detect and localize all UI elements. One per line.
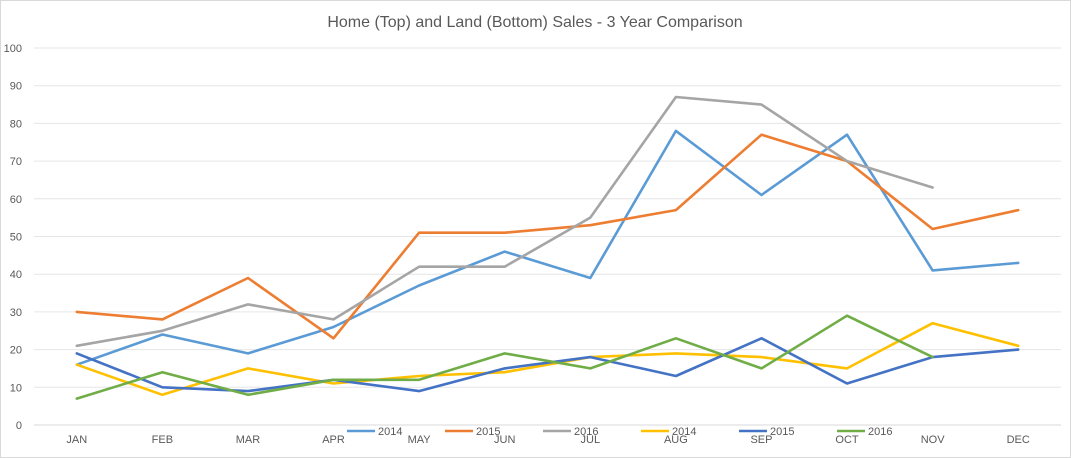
x-tick-label: MAR [236,434,261,446]
x-tick-label: AUG [664,434,688,446]
chart-title: Home (Top) and Land (Bottom) Sales - 3 Y… [327,14,742,31]
y-tick-label: 90 [10,81,22,93]
x-tick-label: JUN [494,434,515,446]
series-line-2 [75,95,934,348]
x-tick-label: JUL [581,434,601,446]
legend-label: 2016 [574,426,598,438]
y-tick-label: 20 [10,345,22,357]
series-line-0 [75,129,1020,366]
y-tick-label: 70 [10,156,22,168]
x-axis-ticks: JAN FEB MAR APR MAY JUN JUL AUG SEP OCT NOV DEC [66,434,1029,446]
y-axis-ticks: 0 10 20 30 40 50 60 70 80 90 100 [4,43,22,432]
y-tick-label: 40 [10,269,22,281]
y-tick-label: 10 [10,382,22,394]
series-line-5 [75,314,934,400]
gridlines [34,47,1061,426]
series-line-3 [75,321,1020,397]
legend-label: 2014 [378,426,402,438]
legend-label: 2016 [868,426,892,438]
y-tick-label: 100 [4,43,22,55]
y-tick-label: 50 [10,232,22,244]
y-tick-label: 30 [10,307,22,319]
legend-item: 2016 [543,426,598,438]
x-tick-label: JAN [66,434,87,446]
legend-label: 2015 [476,426,500,438]
legend-item: 2014 [641,426,696,438]
legend-item: 2016 [837,426,892,438]
y-tick-label: 0 [16,420,22,432]
y-tick-label: 80 [10,118,22,130]
legend-item: 2015 [445,426,500,438]
legend-item: 2014 [347,426,402,438]
series-line-1 [75,133,1020,340]
x-tick-label: FEB [152,434,173,446]
x-tick-label: APR [322,434,345,446]
x-tick-label: NOV [921,434,946,446]
legend: 2014 2015 2016 2014 2015 2016 [347,426,892,438]
y-tick-label: 60 [10,194,22,206]
legend-label: 2014 [672,426,696,438]
x-tick-label: OCT [835,434,859,446]
series-lines [75,95,1020,400]
legend-item: 2015 [739,426,794,438]
x-tick-label: MAY [408,434,432,446]
x-tick-label: DEC [1007,434,1030,446]
x-tick-label: SEP [750,434,772,446]
legend-label: 2015 [770,426,794,438]
